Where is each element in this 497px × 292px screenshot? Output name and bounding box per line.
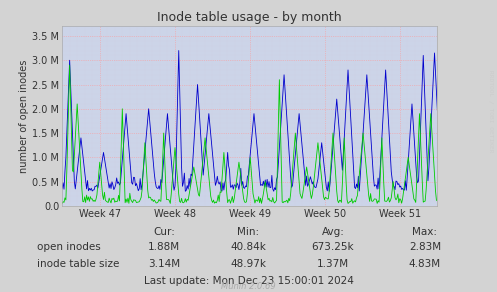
Title: Inode table usage - by month: Inode table usage - by month: [158, 11, 342, 24]
inode table size: [296, 112, 302, 115]
open inodes: [434, 199, 440, 203]
Line: open inodes: open inodes: [62, 65, 437, 204]
Text: 1.37M: 1.37M: [317, 259, 349, 269]
inode table size: [104, 174, 110, 178]
inode table size: [182, 190, 188, 193]
open inodes: [105, 201, 111, 204]
Text: inode table size: inode table size: [37, 259, 120, 269]
open inodes: [67, 63, 73, 67]
open inodes: [332, 160, 338, 164]
inode table size: [59, 187, 65, 190]
inode table size: [209, 142, 215, 146]
Text: 40.84k: 40.84k: [231, 242, 266, 252]
Text: RRDTOOL / TOBI OETIKER: RRDTOOL / TOBI OETIKER: [489, 70, 494, 152]
Text: 4.83M: 4.83M: [409, 259, 441, 269]
inode table size: [176, 49, 182, 52]
Text: Munin 2.0.69: Munin 2.0.69: [221, 281, 276, 291]
Text: 673.25k: 673.25k: [312, 242, 354, 252]
Text: 48.97k: 48.97k: [231, 259, 266, 269]
Text: 1.88M: 1.88M: [148, 242, 180, 252]
inode table size: [434, 109, 440, 112]
Y-axis label: number of open inodes: number of open inodes: [19, 59, 29, 173]
Line: inode table size: inode table size: [62, 51, 437, 191]
open inodes: [334, 190, 340, 193]
Text: 3.14M: 3.14M: [148, 259, 180, 269]
Text: Min:: Min:: [238, 227, 259, 237]
Text: open inodes: open inodes: [37, 242, 101, 252]
open inodes: [167, 202, 173, 205]
Text: 2.83M: 2.83M: [409, 242, 441, 252]
Text: Avg:: Avg:: [322, 227, 344, 237]
Text: Cur:: Cur:: [153, 227, 175, 237]
Text: Max:: Max:: [413, 227, 437, 237]
Text: Last update: Mon Dec 23 15:00:01 2024: Last update: Mon Dec 23 15:00:01 2024: [144, 276, 353, 286]
open inodes: [297, 192, 303, 195]
open inodes: [183, 200, 189, 204]
inode table size: [332, 121, 338, 125]
inode table size: [334, 97, 340, 101]
open inodes: [210, 201, 216, 204]
open inodes: [59, 201, 65, 205]
inode table size: [326, 190, 332, 193]
